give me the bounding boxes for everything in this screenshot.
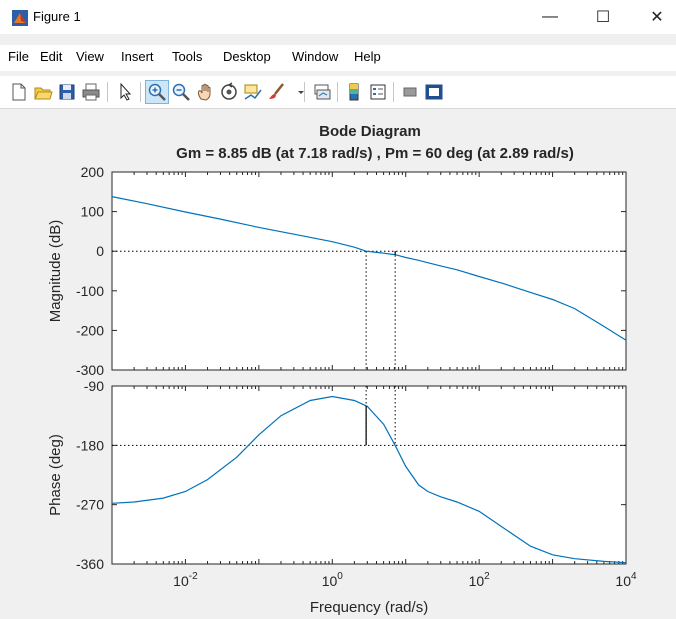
phase-y-tick-label: -270 <box>76 497 104 513</box>
menu-view[interactable]: View <box>76 49 104 64</box>
toolbar-separator <box>304 82 305 102</box>
x-tick-label: 10-2 <box>173 571 198 589</box>
show-plot-tools-icon[interactable] <box>423 81 445 103</box>
colorbar-icon[interactable] <box>343 81 365 103</box>
maximize-button[interactable]: ☐ <box>580 0 626 34</box>
magnitude-axes <box>111 171 627 371</box>
menu-file[interactable]: File <box>8 49 29 64</box>
close-button[interactable]: ✕ <box>634 0 676 34</box>
x-tick-label: 104 <box>615 571 637 589</box>
magnitude-layer: 200 100 0 -100 -200 -300 <box>76 164 627 378</box>
close-icon: ✕ <box>650 9 664 26</box>
x-tick-label: 102 <box>469 571 491 589</box>
menu-help[interactable]: Help <box>354 49 381 64</box>
link-plot-icon[interactable] <box>311 81 333 103</box>
menu-insert[interactable]: Insert <box>121 49 154 64</box>
data-cursor-icon[interactable] <box>242 81 264 103</box>
menu-tools[interactable]: Tools <box>172 49 203 64</box>
zoom-in-icon[interactable] <box>145 80 169 104</box>
save-icon[interactable] <box>56 81 78 103</box>
phase-y-axis-label: Phase (deg) <box>47 434 64 516</box>
toolbar <box>0 76 676 109</box>
x-tick-layer: 10-2 100 102 104 <box>173 571 637 589</box>
minimize-icon: — <box>542 8 558 25</box>
new-figure-icon[interactable] <box>8 81 30 103</box>
matlab-icon <box>12 10 28 26</box>
open-file-icon[interactable] <box>32 81 54 103</box>
phase-curve <box>111 395 627 564</box>
magnitude-curve <box>111 196 627 341</box>
figure-canvas: Bode Diagram Gm = 8.85 dB (at 7.18 rad/s… <box>8 112 668 619</box>
rotate-icon[interactable] <box>218 81 240 103</box>
pan-icon[interactable] <box>194 81 216 103</box>
pointer-icon[interactable] <box>114 81 136 103</box>
bode-plot: Bode Diagram Gm = 8.85 dB (at 7.18 rad/s… <box>47 123 637 616</box>
phase-y-tick-label: -90 <box>84 378 104 394</box>
chart-subtitle: Gm = 8.85 dB (at 7.18 rad/s) , Pm = 60 d… <box>176 145 574 162</box>
toolbar-separator <box>393 82 394 102</box>
zoom-out-icon[interactable] <box>170 81 192 103</box>
minimize-button[interactable]: — <box>527 0 573 34</box>
x-axis-label: Frequency (rad/s) <box>310 599 428 616</box>
maximize-icon: ☐ <box>595 9 611 26</box>
x-tick-label: 100 <box>322 571 344 589</box>
magnitude-y-tick-label: 200 <box>81 164 105 180</box>
hide-plot-tools-icon[interactable] <box>399 81 421 103</box>
window-title: Figure 1 <box>33 9 81 24</box>
phase-y-tick-label: -360 <box>76 556 104 572</box>
phase-layer: -90 -180 -270 -360 <box>76 378 627 572</box>
magnitude-y-tick-label: 0 <box>96 243 104 259</box>
phase-y-tick-label: -180 <box>76 437 104 453</box>
brush-menu-arrow[interactable] <box>290 81 304 103</box>
phase-axes <box>111 385 627 565</box>
menu-edit[interactable]: Edit <box>40 49 63 64</box>
magnitude-y-tick-label: -200 <box>76 322 104 338</box>
menu-desktop[interactable]: Desktop <box>223 49 271 64</box>
magnitude-y-tick-label: 100 <box>81 204 105 220</box>
title-bar: Figure 1 — ☐ ✕ <box>0 0 676 34</box>
toolbar-separator <box>337 82 338 102</box>
menu-bar: File Edit View Insert Tools Desktop Wind… <box>0 45 676 71</box>
magnitude-y-tick-label: -100 <box>76 283 104 299</box>
print-icon[interactable] <box>80 81 102 103</box>
magnitude-y-tick-label: -300 <box>76 362 104 378</box>
toolbar-separator <box>107 82 108 102</box>
toolbar-separator <box>140 82 141 102</box>
magnitude-y-axis-label: Magnitude (dB) <box>47 220 64 323</box>
brush-icon[interactable] <box>266 81 288 103</box>
legend-icon[interactable] <box>367 81 389 103</box>
chart-title: Bode Diagram <box>319 123 421 140</box>
menu-window[interactable]: Window <box>292 49 339 64</box>
